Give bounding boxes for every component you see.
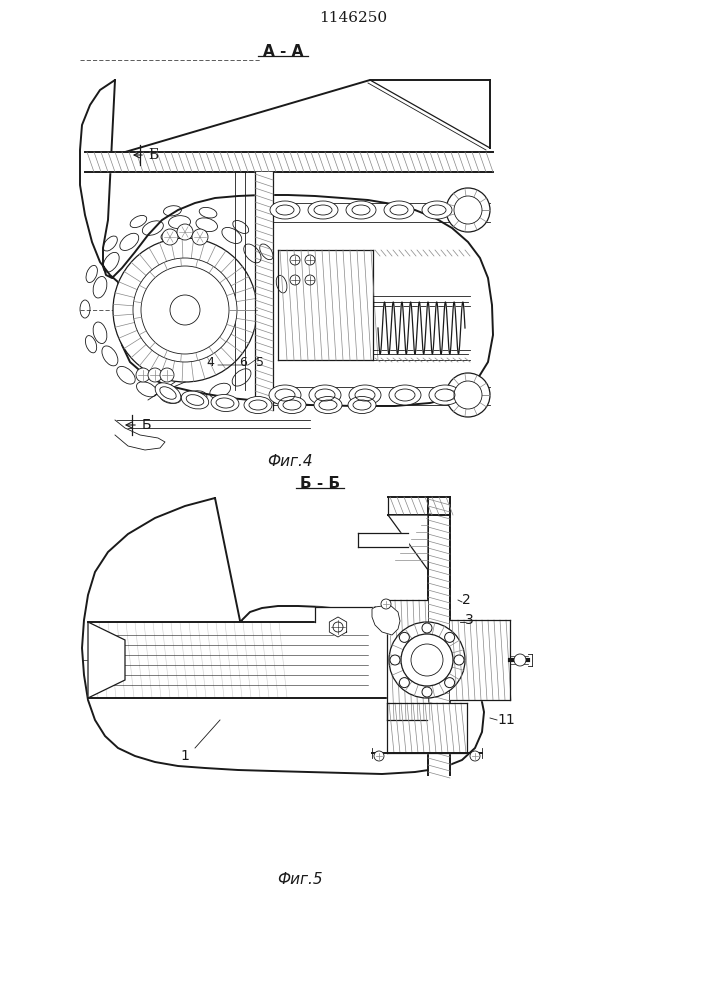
Circle shape bbox=[470, 751, 480, 761]
Circle shape bbox=[446, 188, 490, 232]
Circle shape bbox=[113, 238, 257, 382]
Ellipse shape bbox=[270, 201, 300, 219]
Circle shape bbox=[454, 196, 482, 224]
Circle shape bbox=[454, 655, 464, 665]
Polygon shape bbox=[329, 617, 346, 637]
Circle shape bbox=[290, 275, 300, 285]
Ellipse shape bbox=[384, 201, 414, 219]
Circle shape bbox=[170, 295, 200, 325]
Ellipse shape bbox=[422, 201, 452, 219]
Circle shape bbox=[162, 229, 178, 245]
Circle shape bbox=[305, 255, 315, 265]
Circle shape bbox=[454, 381, 482, 409]
Circle shape bbox=[305, 275, 315, 285]
Ellipse shape bbox=[308, 201, 338, 219]
Text: 2: 2 bbox=[462, 593, 471, 607]
Ellipse shape bbox=[349, 385, 381, 405]
Polygon shape bbox=[278, 250, 373, 360]
Polygon shape bbox=[88, 622, 426, 698]
Circle shape bbox=[374, 751, 384, 761]
Ellipse shape bbox=[278, 396, 306, 414]
Text: Б - Б: Б - Б bbox=[300, 477, 340, 491]
Circle shape bbox=[446, 373, 490, 417]
Ellipse shape bbox=[314, 396, 342, 414]
Polygon shape bbox=[388, 497, 450, 515]
Circle shape bbox=[141, 266, 229, 354]
Circle shape bbox=[133, 258, 237, 362]
Ellipse shape bbox=[181, 391, 209, 409]
Ellipse shape bbox=[269, 385, 301, 405]
Polygon shape bbox=[372, 605, 400, 635]
Text: 4: 4 bbox=[206, 356, 214, 368]
Circle shape bbox=[411, 644, 443, 676]
Circle shape bbox=[136, 368, 150, 382]
Text: Фиг.5: Фиг.5 bbox=[277, 872, 323, 888]
Circle shape bbox=[422, 687, 432, 697]
Circle shape bbox=[160, 368, 174, 382]
Ellipse shape bbox=[211, 394, 239, 412]
Text: Б: Б bbox=[148, 148, 158, 162]
Circle shape bbox=[422, 623, 432, 633]
Circle shape bbox=[445, 678, 455, 688]
Polygon shape bbox=[387, 600, 427, 720]
Circle shape bbox=[399, 632, 409, 642]
Ellipse shape bbox=[244, 396, 272, 414]
Ellipse shape bbox=[389, 385, 421, 405]
Text: 6: 6 bbox=[239, 356, 247, 368]
Polygon shape bbox=[88, 622, 125, 698]
Circle shape bbox=[333, 622, 343, 632]
Circle shape bbox=[390, 655, 400, 665]
Polygon shape bbox=[255, 172, 273, 410]
Text: 1146250: 1146250 bbox=[319, 11, 387, 25]
Circle shape bbox=[192, 229, 208, 245]
Polygon shape bbox=[115, 80, 490, 155]
Circle shape bbox=[389, 622, 465, 698]
Text: A - A: A - A bbox=[263, 44, 303, 60]
Text: Фиг.4: Фиг.4 bbox=[267, 454, 312, 470]
Polygon shape bbox=[85, 152, 493, 172]
Polygon shape bbox=[358, 533, 408, 547]
Ellipse shape bbox=[155, 383, 181, 403]
Polygon shape bbox=[315, 607, 375, 622]
Circle shape bbox=[399, 678, 409, 688]
Text: 11: 11 bbox=[497, 713, 515, 727]
Ellipse shape bbox=[429, 385, 461, 405]
Polygon shape bbox=[388, 515, 428, 570]
Polygon shape bbox=[115, 420, 165, 450]
Circle shape bbox=[381, 599, 391, 609]
Polygon shape bbox=[387, 703, 467, 753]
Text: 3: 3 bbox=[465, 613, 474, 627]
Ellipse shape bbox=[346, 201, 376, 219]
Ellipse shape bbox=[348, 396, 376, 414]
Ellipse shape bbox=[309, 385, 341, 405]
Polygon shape bbox=[428, 497, 450, 775]
Circle shape bbox=[148, 368, 162, 382]
Circle shape bbox=[445, 632, 455, 642]
Polygon shape bbox=[450, 620, 510, 700]
Text: 1: 1 bbox=[180, 749, 189, 763]
Circle shape bbox=[401, 634, 453, 686]
Circle shape bbox=[514, 654, 526, 666]
Text: 5: 5 bbox=[256, 356, 264, 368]
Circle shape bbox=[177, 224, 193, 240]
Text: Б: Б bbox=[142, 418, 151, 432]
Circle shape bbox=[290, 255, 300, 265]
